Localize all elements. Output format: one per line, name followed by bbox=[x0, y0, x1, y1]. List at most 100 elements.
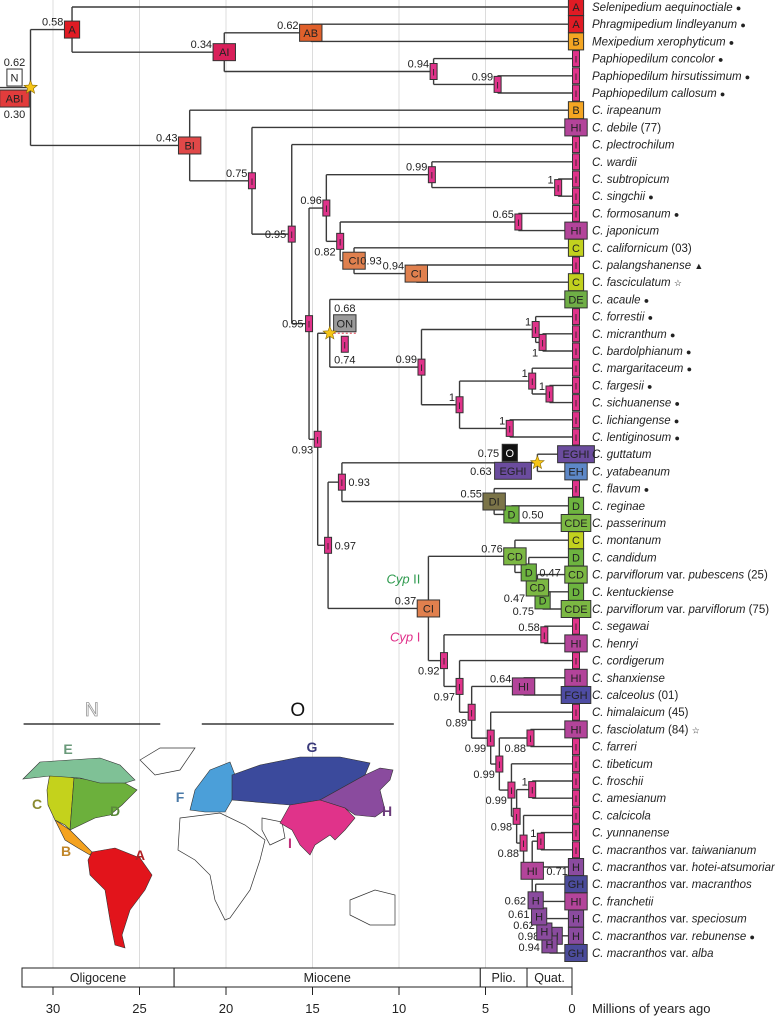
taxon-name: Paphiopedilum concolor ● bbox=[592, 54, 723, 66]
world-map: A B C D E F G H I bbox=[22, 739, 396, 949]
area-box-text: I bbox=[432, 68, 435, 78]
tip-area-box bbox=[572, 617, 580, 635]
taxon-name-italic: C. macranthos bbox=[592, 914, 667, 926]
taxon-name: C. yatabeanum bbox=[592, 466, 670, 478]
map-region-label: H bbox=[382, 803, 392, 819]
taxon-name-italic: Phragmipedium lindleyanum bbox=[592, 19, 738, 31]
posterior-label: 0.75 bbox=[513, 606, 534, 618]
taxon-name-italic: C. himalaicum bbox=[592, 707, 665, 719]
taxon-row: I C. micranthum ● bbox=[572, 325, 675, 343]
taxon-name-italic: C. macranthos var. rebunense bbox=[592, 931, 746, 943]
area-box-text: I bbox=[327, 541, 330, 551]
area-box-text: I bbox=[541, 338, 544, 348]
taxon-name: C. subtropicum bbox=[592, 174, 670, 186]
area-box bbox=[322, 199, 331, 217]
taxon-row: I C. tibeticum bbox=[572, 755, 653, 773]
area-box-text: I bbox=[458, 401, 461, 411]
taxon-name-italic: C. singchii bbox=[592, 191, 645, 203]
posterior-label: 0.95 bbox=[282, 319, 303, 331]
taxon-name: C. singchii ● bbox=[592, 191, 654, 203]
map-region-label: C bbox=[32, 796, 42, 812]
taxon-row: I C. palangshanense ▲ bbox=[572, 256, 703, 274]
posterior-label: 0.99 bbox=[396, 354, 417, 366]
taxon-name: C. acaule ● bbox=[592, 294, 649, 306]
taxon-name-italic: C. parviflorum bbox=[592, 604, 664, 616]
tip-area-text: I bbox=[575, 657, 578, 667]
tip-area-box bbox=[572, 136, 580, 154]
posterior-label: 0.96 bbox=[300, 195, 321, 207]
filled-circle-marker: ● bbox=[644, 485, 649, 495]
taxon-name: C. froschii bbox=[592, 776, 644, 788]
taxon-name: Paphiopedilum hirsutissimum ● bbox=[592, 71, 750, 83]
taxon-name-italic: C. irapeanum bbox=[592, 105, 661, 117]
map-region-i bbox=[279, 799, 356, 856]
posterior-label: 1 bbox=[522, 777, 528, 789]
map-region-label: E bbox=[63, 741, 72, 757]
area-box-text: I bbox=[290, 230, 293, 240]
tip-area-text: I bbox=[575, 708, 578, 718]
tip-area-text: I bbox=[575, 72, 578, 82]
area-box bbox=[519, 834, 528, 852]
taxon-row: C C. fasciculatum ☆ bbox=[567, 273, 682, 292]
area-box-text: I bbox=[557, 184, 560, 194]
taxon-name-italic: C. henryi bbox=[592, 638, 638, 650]
taxon-name-italic: C. palangshanense bbox=[592, 260, 691, 272]
taxon-name-italic: Paphiopedilum concolor bbox=[592, 54, 716, 66]
area-box-text: I bbox=[344, 340, 347, 350]
area-box-text: I bbox=[508, 424, 511, 434]
axis-tick-label: 25 bbox=[132, 1001, 146, 1016]
tip-area-text: I bbox=[575, 209, 578, 219]
tip-area-text: D bbox=[572, 501, 580, 513]
taxon-name-italic: hotei-atsumorianum bbox=[692, 862, 775, 874]
posterior-label: 0.75 bbox=[226, 168, 247, 180]
taxon-name-italic: C. calcicola bbox=[592, 810, 651, 822]
star-marker: ☆ bbox=[692, 725, 700, 735]
taxon-name: C. macranthos var. macranthos bbox=[592, 879, 752, 891]
area-box-text: D bbox=[539, 595, 547, 607]
taxon-name: C. lichiangense ● bbox=[592, 415, 679, 427]
taxon-name-italic: C. guttatum bbox=[592, 449, 652, 461]
taxon-row: I C. plectrochilum bbox=[572, 136, 675, 154]
tip-area-box bbox=[560, 686, 592, 704]
map-region-label: D bbox=[110, 803, 120, 819]
clade-label-cyp-i: Cyp I bbox=[390, 629, 420, 644]
tip-area-text: C bbox=[572, 243, 580, 255]
area-box-text: AB bbox=[303, 28, 318, 40]
taxon-name-italic: C. fasciculatum bbox=[592, 277, 671, 289]
filled-circle-marker: ● bbox=[687, 364, 692, 374]
taxon-name: C. amesianum bbox=[592, 793, 667, 805]
taxon-row: I C. himalaicum (45) bbox=[572, 703, 689, 721]
area-box-text: H bbox=[532, 895, 540, 907]
filled-circle-marker: ● bbox=[745, 72, 750, 82]
africa-outline bbox=[177, 812, 266, 921]
area-box-text: I bbox=[325, 204, 328, 214]
taxon-name-roman: var. bbox=[667, 862, 692, 874]
posterior-label: 0.62 bbox=[4, 57, 25, 69]
tip-area-text: H bbox=[572, 914, 580, 926]
taxon-name: C. macranthos var. rebunense ● bbox=[592, 931, 755, 943]
area-box bbox=[507, 781, 516, 799]
area-box bbox=[287, 225, 296, 243]
posterior-label: 0.55 bbox=[461, 489, 482, 501]
tip-area-text: I bbox=[575, 313, 578, 323]
posterior-label: 0.74 bbox=[334, 354, 355, 366]
area-box bbox=[416, 599, 441, 618]
filled-circle-marker: ● bbox=[648, 192, 653, 202]
tip-area-box bbox=[572, 359, 580, 377]
taxon-name: C. formosanum ● bbox=[592, 208, 679, 220]
area-box-text: H bbox=[535, 911, 543, 923]
posterior-label: 0.71 bbox=[546, 866, 567, 878]
posterior-label: 1 bbox=[525, 317, 531, 329]
posterior-label: 0.88 bbox=[505, 743, 526, 755]
taxon-name: C. sichuanense ● bbox=[592, 398, 680, 410]
posterior-label: 0.43 bbox=[156, 132, 177, 144]
taxon-row: I C. cordigerum bbox=[572, 652, 665, 670]
taxon-name-italic: Selenipedium aequinoctiale bbox=[592, 2, 733, 14]
map-region-label: F bbox=[176, 789, 185, 805]
area-box-text: I bbox=[470, 708, 473, 718]
area-box bbox=[512, 807, 521, 825]
filled-circle-marker: ● bbox=[674, 209, 679, 219]
taxon-name-italic: speciosum bbox=[692, 914, 747, 926]
tip-area-text: C bbox=[572, 277, 580, 289]
taxon-name-roman: (03) bbox=[668, 243, 692, 255]
